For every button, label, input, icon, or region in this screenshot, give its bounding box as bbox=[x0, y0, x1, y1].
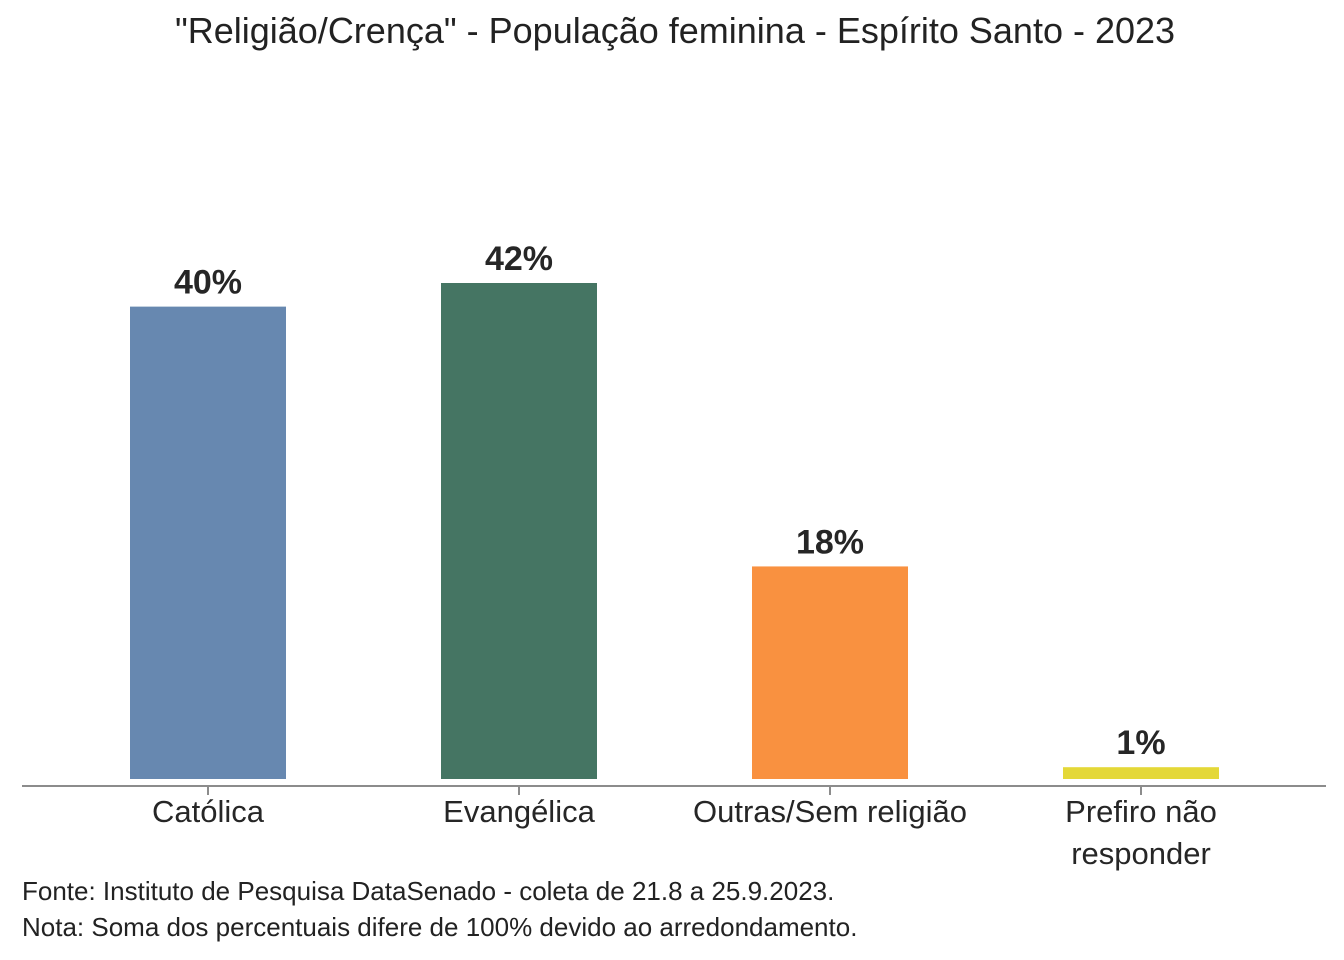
bars-layer bbox=[130, 283, 1219, 779]
bar-outras-sem-religiao bbox=[752, 566, 908, 779]
data-label-catolica: 40% bbox=[174, 264, 242, 302]
tick-label-evangelica: Evangélica bbox=[443, 794, 595, 829]
x-axis-ticks bbox=[207, 786, 1142, 795]
data-labels-layer: 40% 42% 18% 1% bbox=[174, 240, 1166, 762]
source-footnote: Fonte: Instituto de Pesquisa DataSenado … bbox=[22, 876, 835, 906]
tick-label-catolica: Católica bbox=[152, 794, 265, 829]
note-footnote: Nota: Soma dos percentuais difere de 100… bbox=[22, 912, 858, 942]
data-label-evangelica: 42% bbox=[485, 240, 553, 278]
x-axis-tick-labels: Católica Evangélica Outras/Sem religião Pre… bbox=[152, 794, 1217, 871]
bar-evangelica bbox=[441, 283, 597, 779]
bar-prefiro-nao-responder bbox=[1063, 767, 1219, 779]
chart-title: "Religião/Crença" - População feminina -… bbox=[174, 10, 1176, 51]
tick-label-prefiro-nao-responder: Prefiro não responder bbox=[1065, 794, 1217, 871]
bar-catolica bbox=[130, 306, 286, 779]
data-label-outras-sem-religiao: 18% bbox=[796, 523, 864, 561]
tick-label-outras-sem-religiao: Outras/Sem religião bbox=[693, 794, 967, 829]
data-label-prefiro-nao-responder: 1% bbox=[1116, 724, 1165, 762]
